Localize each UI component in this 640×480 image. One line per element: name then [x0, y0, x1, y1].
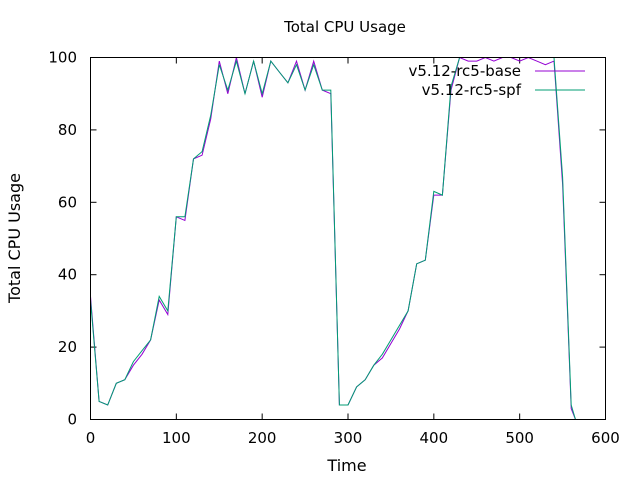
x-axis-label: Time	[326, 456, 366, 475]
y-tick-label: 20	[58, 338, 77, 356]
y-tick-label: 60	[58, 193, 77, 211]
legend-label: v5.12-rc5-spf	[422, 81, 522, 99]
axis-ticks: 0 100 200 300 400 500 600 0 20 40 60 80 100	[48, 49, 619, 448]
plot-frame	[90, 57, 606, 420]
legend-label: v5.12-rc5-base	[409, 62, 522, 80]
y-tick-label: 0	[67, 411, 77, 429]
plot-series	[90, 56, 576, 420]
x-tick-label: 400	[420, 429, 449, 447]
series-line-v5.12-rc5-base	[90, 56, 576, 420]
y-axis-label: Total CPU Usage	[5, 173, 24, 304]
x-tick-label: 0	[86, 429, 96, 447]
x-tick-label: 100	[162, 429, 191, 447]
y-tick-label: 80	[58, 121, 77, 139]
x-tick-label: 200	[248, 429, 277, 447]
chart-title: Total CPU Usage	[283, 18, 406, 36]
x-tick-label: 300	[334, 429, 363, 447]
y-tick-label: 100	[48, 49, 77, 67]
y-tick-label: 40	[58, 266, 77, 284]
series-line-v5.12-rc5-spf	[90, 57, 576, 420]
x-tick-label: 600	[591, 429, 620, 447]
x-tick-label: 500	[505, 429, 534, 447]
